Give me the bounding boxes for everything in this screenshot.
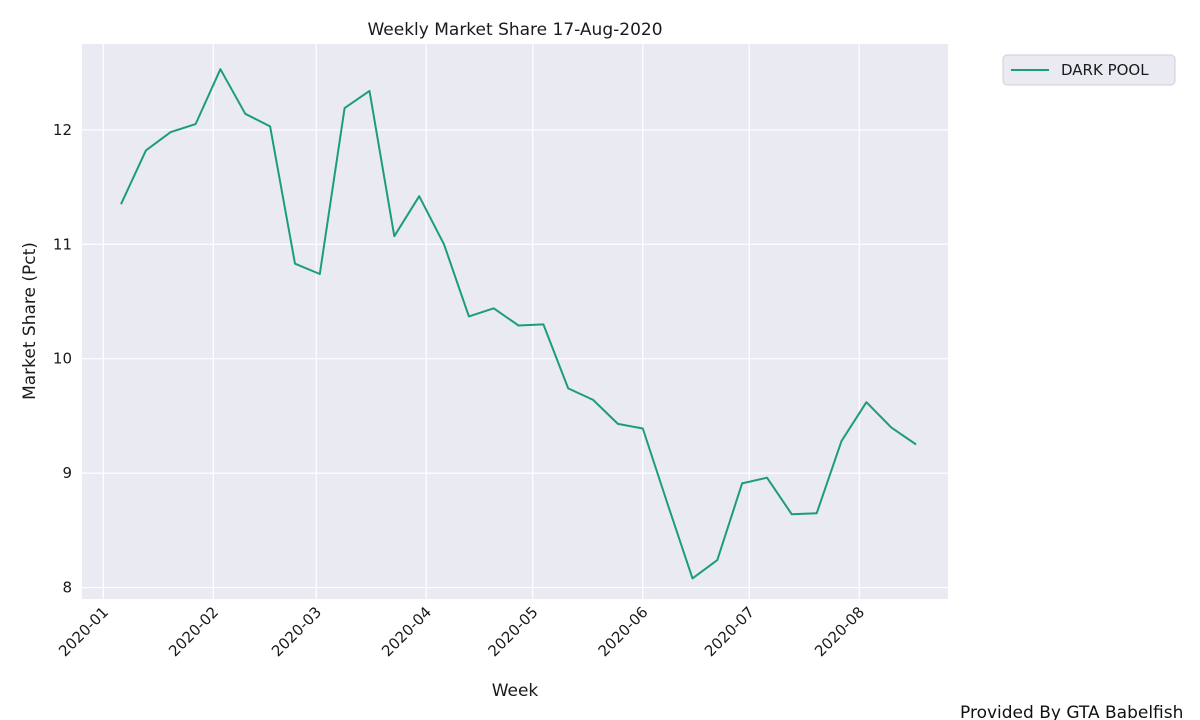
x-tick-label: 2020-07 <box>701 603 758 660</box>
chart-title: Weekly Market Share 17-Aug-2020 <box>367 20 662 40</box>
y-tick-label: 10 <box>53 350 72 368</box>
x-tick-label: 2020-01 <box>55 603 112 660</box>
y-axis-label: Market Share (Pct) <box>20 242 40 400</box>
x-tick-labels: 2020-01 2020-02 2020-03 2020-04 2020-05 2020-… <box>55 603 868 660</box>
y-tick-label: 9 <box>62 464 72 482</box>
y-tick-label: 12 <box>53 121 72 139</box>
y-tick-label: 8 <box>62 579 72 597</box>
y-tick-label: 11 <box>53 235 72 253</box>
x-tick-label: 2020-02 <box>165 603 222 660</box>
x-tick-label: 2020-05 <box>485 603 542 660</box>
x-tick-label: 2020-06 <box>595 603 652 660</box>
legend: DARK POOL <box>1002 54 1176 86</box>
series-layer <box>120 68 917 580</box>
plot-background <box>82 44 948 599</box>
legend-box <box>1002 54 1176 86</box>
y-tick-labels: 8 9 10 11 12 <box>53 121 72 597</box>
x-axis-label: Week <box>492 681 539 701</box>
legend-label-dark-pool: DARK POOL <box>1061 61 1149 79</box>
footer-credit: Provided By GTA Babelfish <box>960 703 1183 720</box>
x-tick-label: 2020-08 <box>811 603 868 660</box>
x-tick-label: 2020-03 <box>268 603 325 660</box>
grid-lines <box>82 44 948 599</box>
series-line-dark-pool <box>120 68 917 580</box>
x-tick-label: 2020-04 <box>378 603 435 660</box>
